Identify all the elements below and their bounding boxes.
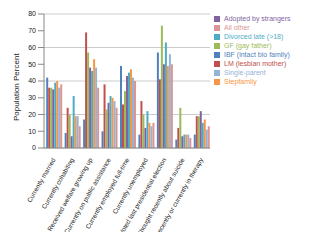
- svg-text:Currently unemployed: Currently unemployed: [111, 156, 149, 216]
- html-text:IBF (intact bio family): IBF (intact bio family): [224, 51, 290, 58]
- svg-text:40: 40: [28, 77, 36, 84]
- svg-text:70: 70: [28, 27, 36, 34]
- svg-text:80: 80: [28, 10, 36, 17]
- svg-text:10: 10: [28, 128, 36, 135]
- html-text:Divorced late (>18): Divorced late (>18): [224, 33, 284, 40]
- html-text:All other: All other: [224, 24, 250, 31]
- html-text:Stepfamily: Stepfamily: [224, 78, 257, 85]
- html-text:Single-parent: Single-parent: [224, 69, 266, 76]
- svg-text:Population Percent: Population Percent: [12, 53, 21, 121]
- svg-text:Recently or currently in thera: Recently or currently in therapy: [153, 156, 205, 232]
- svg-text:60: 60: [28, 44, 36, 51]
- svg-text:Currently employed full-time: Currently employed full-time: [83, 156, 131, 231]
- svg-text:Currently married: Currently married: [25, 156, 57, 204]
- svg-text:0: 0: [32, 144, 36, 151]
- html-text:GF (gay father): GF (gay father): [224, 42, 272, 49]
- html-text:Adopted by strangers: Adopted by strangers: [224, 15, 291, 22]
- html-text:LM (lesbian mother): LM (lesbian mother): [224, 60, 287, 67]
- svg-text:Currently cohabiting: Currently cohabiting: [40, 156, 76, 210]
- svg-text:50: 50: [28, 61, 36, 68]
- svg-text:20: 20: [28, 111, 36, 118]
- svg-text:30: 30: [28, 94, 36, 101]
